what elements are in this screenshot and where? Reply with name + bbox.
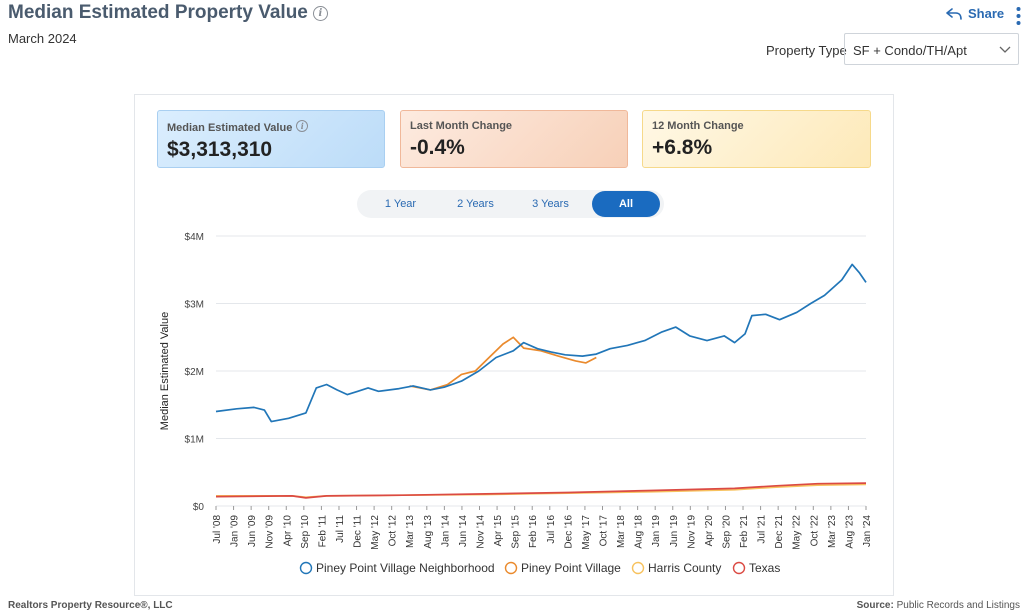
x-tick-label: Mar '13: [405, 515, 416, 548]
x-tick-label: Jul '08: [212, 515, 223, 544]
card-label: Last Month Change: [410, 120, 513, 132]
x-tick-label: Oct '22: [809, 515, 820, 547]
x-tick-label: May '22: [792, 515, 803, 550]
x-tick-label: Jan '24: [862, 515, 873, 547]
x-tick-label: Jun '14: [458, 515, 469, 547]
report-date: March 2024: [8, 31, 77, 46]
x-tick-label: Jul '16: [546, 515, 557, 544]
legend-marker: [504, 561, 518, 575]
x-tick-label: Mar '18: [616, 515, 627, 548]
y-tick-label: $0: [193, 502, 205, 513]
source-label: Source:: [856, 600, 894, 611]
x-tick-label: Feb '11: [317, 515, 328, 548]
card-value: $3,313,310: [167, 138, 273, 161]
y-axis-label: Median Estimated Value: [159, 312, 171, 430]
footer-credit: Realtors Property Resource®, LLC: [8, 600, 173, 611]
x-tick-label: Dec '16: [563, 515, 574, 549]
x-tick-label: Apr '10: [282, 515, 293, 547]
y-tick-label: $1M: [185, 435, 204, 446]
property-type-select[interactable]: SF + Condo/TH/Apt: [844, 33, 1019, 65]
card-label: Median Estimated Value: [167, 122, 293, 134]
x-tick-label: Nov '09: [265, 515, 276, 549]
x-tick-label: Mar '23: [827, 515, 838, 548]
x-tick-label: Jul '21: [757, 515, 768, 544]
share-label: Share: [968, 6, 1005, 21]
legend-marker: [631, 561, 645, 575]
tab-2-years[interactable]: 2 Years: [457, 198, 494, 210]
x-tick-label: Jul '11: [335, 515, 346, 543]
x-tick-label: Sep '10: [300, 515, 311, 549]
x-tick-label: Nov '19: [686, 515, 697, 549]
x-tick-label: Oct '12: [388, 515, 399, 547]
x-tick-label: May '12: [370, 515, 381, 550]
property-type-value: SF + Condo/TH/Apt: [853, 43, 967, 58]
chart-panel: [134, 94, 894, 596]
x-tick-label: Jan '09: [230, 515, 241, 547]
property-type-label: Property Type: [766, 43, 847, 58]
time-range-tabs: 1 Year 2 Years 3 Years All: [357, 190, 664, 218]
legend-label: Piney Point Village Neighborhood: [316, 561, 495, 575]
y-tick-label: $3M: [185, 300, 204, 311]
x-tick-label: Sep '20: [721, 515, 732, 549]
y-tick-label: $2M: [185, 367, 204, 378]
x-tick-label: Aug '18: [634, 515, 645, 549]
share-button[interactable]: Share: [946, 6, 1004, 21]
tab-all[interactable]: All: [592, 191, 660, 217]
legend-marker: [732, 561, 746, 575]
chevron-down-icon: [999, 46, 1011, 53]
x-tick-label: Aug '13: [423, 515, 434, 549]
source-value: Public Records and Listings: [896, 600, 1020, 611]
footer-source: Source: Public Records and Listings: [857, 600, 1020, 611]
info-icon[interactable]: i: [312, 6, 328, 21]
tab-3-years[interactable]: 3 Years: [532, 198, 569, 210]
share-icon: [946, 7, 962, 20]
series-line: [215, 263, 867, 423]
x-tick-label: Oct '17: [598, 515, 609, 547]
x-tick-label: Jun '09: [247, 515, 258, 547]
legend-label: Harris County: [648, 561, 721, 575]
x-tick-label: Apr '15: [493, 515, 504, 547]
page-title: Median Estimated Property Value i: [8, 2, 328, 24]
x-tick-label: Apr '20: [704, 515, 715, 547]
x-tick-label: Jun '19: [669, 515, 680, 547]
x-tick-label: May '17: [581, 515, 592, 550]
x-tick-label: Feb '21: [739, 515, 750, 548]
last-month-change-card: Last Month Change -0.4%: [400, 110, 628, 168]
x-tick-label: Feb '16: [528, 515, 539, 548]
series-line: [409, 336, 597, 391]
card-value: -0.4%: [410, 136, 465, 159]
x-tick-label: Aug '23: [844, 515, 855, 549]
x-tick-label: Dec '21: [774, 515, 785, 549]
median-value-card: Median Estimated Value i $3,313,310: [157, 110, 385, 168]
info-icon[interactable]: i: [296, 120, 309, 132]
tab-1-year[interactable]: 1 Year: [384, 198, 417, 210]
legend-marker: [299, 561, 313, 575]
card-value: +6.8%: [652, 136, 713, 159]
x-tick-label: Dec '11: [353, 515, 364, 548]
x-tick-label: Jan '14: [440, 515, 451, 547]
legend-label: Piney Point Village: [521, 561, 621, 575]
y-tick-label: $4M: [185, 232, 204, 243]
series-line: [215, 482, 867, 499]
legend-label: Texas: [749, 561, 780, 575]
x-tick-label: Sep '15: [511, 515, 522, 549]
x-tick-label: Nov '14: [476, 515, 487, 549]
more-options-icon[interactable]: [1016, 6, 1022, 26]
card-label: 12 Month Change: [652, 120, 744, 132]
twelve-month-change-card: 12 Month Change +6.8%: [642, 110, 871, 168]
x-tick-label: Jan '19: [651, 515, 662, 547]
